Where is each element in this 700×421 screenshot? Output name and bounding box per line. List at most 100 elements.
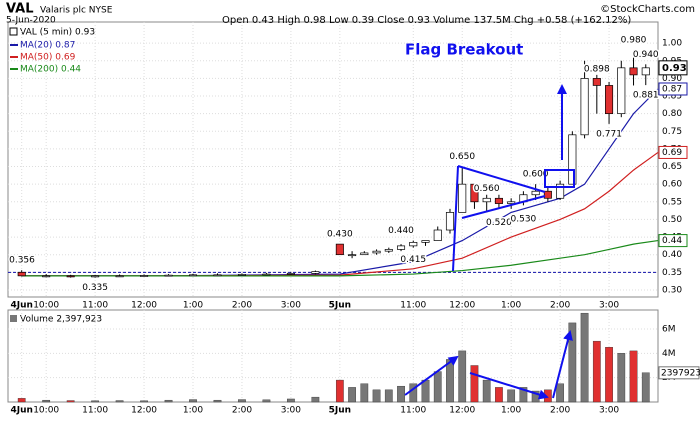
- x-tick-label: 11:00: [400, 406, 426, 416]
- plot: 0.300.350.400.450.500.550.600.650.700.75…: [8, 22, 700, 416]
- price-annotation: 0.430: [327, 230, 353, 240]
- x-tick-label: 1:00: [501, 301, 521, 311]
- volume-bar: [641, 372, 650, 403]
- legend-volume-swatch: [10, 315, 17, 322]
- price-annotation: 0.650: [449, 152, 475, 162]
- candle-body: [568, 134, 577, 185]
- volume-bar: [311, 396, 320, 403]
- volume-label: Volume 2,397,923: [20, 315, 102, 325]
- candle-body: [494, 197, 503, 204]
- x-tick-label: 2:00: [232, 301, 252, 311]
- y-tick-label: 0.55: [662, 197, 682, 207]
- candle-body: [237, 274, 246, 276]
- candle-body: [421, 240, 430, 243]
- volume-bar: [446, 359, 454, 403]
- volume-bar: [592, 340, 601, 403]
- volume-bar: [605, 347, 613, 403]
- x-tick-label: 2:00: [550, 301, 570, 311]
- x-tick-label: 3:00: [599, 406, 619, 416]
- volume-bar: [507, 389, 516, 403]
- ma-line: [21, 88, 659, 277]
- x-tick-label: 5Jun: [329, 301, 351, 311]
- volume-arrow: [469, 372, 549, 400]
- candle-body: [311, 271, 320, 274]
- last-volume: 2397923: [661, 368, 700, 378]
- price-annotation: 0.771: [596, 129, 622, 139]
- price-annotation: 0.335: [82, 283, 108, 293]
- y-tick-label: 0.80: [662, 109, 682, 119]
- legend-price-swatch: [9, 27, 18, 36]
- x-tick-label: 4Jun: [10, 406, 32, 416]
- y-tick-label: 0.90: [662, 74, 682, 84]
- candle-body: [409, 242, 418, 247]
- candle-body: [617, 67, 626, 115]
- y-tick-label: 0.60: [662, 180, 682, 190]
- volume-bar: [287, 398, 295, 403]
- volume-bar: [458, 350, 467, 403]
- candle-body: [605, 85, 614, 115]
- volume-bar: [580, 312, 589, 403]
- volume-bar: [115, 400, 124, 403]
- candle-body: [91, 275, 100, 278]
- y-tick-label: 0.35: [662, 268, 682, 278]
- candle-body: [42, 275, 51, 278]
- candle-body: [580, 78, 589, 136]
- candle-body: [140, 275, 149, 277]
- volume-bar: [360, 383, 369, 403]
- y-tick-label: 1.00: [662, 39, 682, 49]
- volume-arrow: [552, 330, 573, 399]
- volume-bar: [91, 400, 99, 403]
- price-annotation: 0.530: [511, 214, 537, 224]
- breakout-box: [544, 169, 575, 188]
- quote: Open 0.43 High 0.98 Low 0.39 Close 0.93 …: [222, 15, 631, 26]
- candle-body: [286, 273, 295, 275]
- candle-body: [17, 271, 26, 277]
- volume-bar: [556, 383, 564, 403]
- candle-body: [115, 275, 124, 278]
- volume-bar: [617, 353, 626, 403]
- x-tick-label: 2:00: [550, 406, 570, 416]
- annotation-title: Flag Breakout: [405, 41, 523, 59]
- volume-panel: [7, 309, 659, 403]
- y-tick-label: 0.50: [662, 215, 682, 225]
- volume-bar: [66, 400, 75, 403]
- last-price: 0.93: [662, 63, 687, 74]
- x-tick-label: 3:00: [281, 301, 301, 311]
- candle-body: [470, 183, 479, 203]
- x-tick-label: 1:00: [183, 406, 203, 416]
- flag-bottom: [461, 195, 546, 219]
- legend-price: VAL (5 min) 0.93: [20, 28, 95, 38]
- price-annotation: 0.440: [388, 226, 414, 236]
- y-tick-label: 0.65: [662, 162, 682, 172]
- x-tick-label: 2:00: [232, 406, 252, 416]
- candle-body: [458, 183, 467, 213]
- x-tick-label: 11:00: [82, 301, 108, 311]
- x-tick-label: 12:00: [131, 301, 157, 311]
- candle-body: [556, 183, 565, 199]
- volume-bar: [397, 385, 405, 403]
- last-price-box: [658, 60, 688, 76]
- candle-body: [531, 190, 540, 196]
- volume-bar: [372, 389, 381, 403]
- y-tick-label: 0.40: [662, 250, 682, 260]
- x-tick-label: 3:00: [599, 301, 619, 311]
- last-value-box: [658, 234, 688, 248]
- volume-bar: [629, 350, 638, 403]
- x-tick-label: 1:00: [501, 406, 521, 416]
- price-annotation: 0.520: [486, 218, 512, 228]
- x-tick-label: 5Jun: [329, 406, 351, 416]
- volume-bar: [238, 399, 246, 403]
- x-tick-label: 12:00: [449, 301, 475, 311]
- volume-bar: [189, 399, 197, 403]
- price-annotation: 0.415: [400, 255, 426, 265]
- volume-bar: [140, 400, 148, 403]
- y-tick-label: 0.75: [662, 127, 682, 137]
- x-tick-label: 10:00: [33, 406, 59, 416]
- legend-label: MA(50) 0.69: [20, 53, 76, 63]
- volume-bar: [335, 379, 344, 403]
- flag-top: [457, 165, 546, 193]
- price-annotation: 0.980: [621, 36, 647, 46]
- y-tick-label: 0.30: [662, 285, 682, 295]
- volume-bar: [470, 365, 479, 403]
- x-tick-label: 1:00: [183, 301, 203, 311]
